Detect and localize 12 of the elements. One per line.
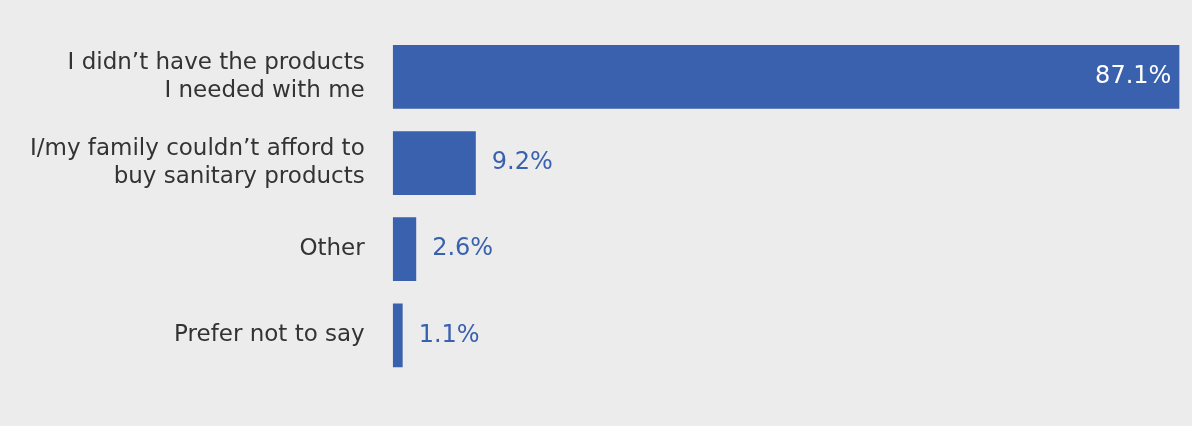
y-tick-label: Prefer not to say: [174, 320, 365, 347]
bar: [392, 131, 476, 195]
y-tick-label: Other: [299, 234, 366, 261]
data-label: 1.1%: [418, 319, 480, 348]
bar: [392, 217, 417, 282]
bar: [392, 303, 403, 368]
data-label: 87.1%: [1095, 61, 1172, 90]
data-label: 9.2%: [491, 147, 553, 176]
data-label: 2.6%: [432, 233, 494, 262]
y-tick-label: I/my family couldn’t afford to buy sanitary products: [29, 134, 365, 188]
y-tick-label: I didn’t have the products I needed with me: [67, 48, 365, 102]
bar: [392, 45, 1180, 109]
